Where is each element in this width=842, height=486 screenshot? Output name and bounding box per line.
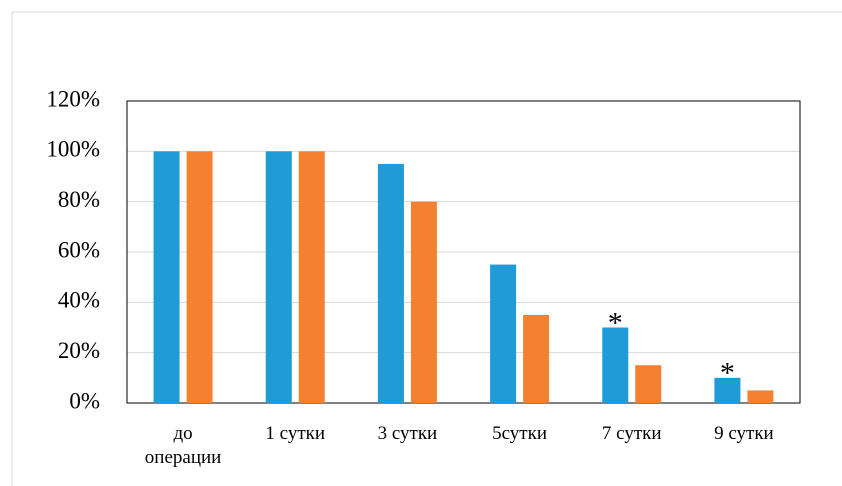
bar bbox=[186, 151, 213, 403]
bar bbox=[265, 151, 292, 403]
x-tick-label: 7 сутки bbox=[601, 423, 662, 444]
bar bbox=[490, 264, 517, 403]
x-tick-label: 5сутки bbox=[492, 423, 548, 444]
bar bbox=[410, 201, 437, 403]
y-tick-label: 0% bbox=[69, 388, 100, 413]
bar bbox=[602, 327, 629, 403]
bar bbox=[714, 377, 741, 403]
y-tick-label: 100% bbox=[46, 137, 100, 162]
y-tick-label: 40% bbox=[58, 288, 100, 313]
x-tick-label: 9 сутки bbox=[714, 423, 774, 444]
annotation: * bbox=[608, 306, 623, 339]
bar bbox=[377, 163, 404, 403]
x-tick-label: 1 сутки bbox=[265, 423, 326, 444]
y-tick-label: 60% bbox=[58, 237, 100, 262]
y-tick-label: 80% bbox=[58, 187, 100, 212]
bar bbox=[153, 151, 180, 403]
y-tick-label: 120% bbox=[46, 86, 100, 111]
bar bbox=[747, 390, 774, 403]
x-tick-label: 3 сутки bbox=[377, 423, 438, 444]
bar bbox=[523, 314, 550, 403]
y-tick-label: 20% bbox=[58, 338, 100, 363]
x-tick-label: до операции bbox=[144, 423, 222, 468]
plot-border bbox=[126, 100, 801, 404]
annotation: * bbox=[720, 357, 735, 390]
bar bbox=[635, 365, 662, 403]
bar bbox=[298, 151, 325, 403]
